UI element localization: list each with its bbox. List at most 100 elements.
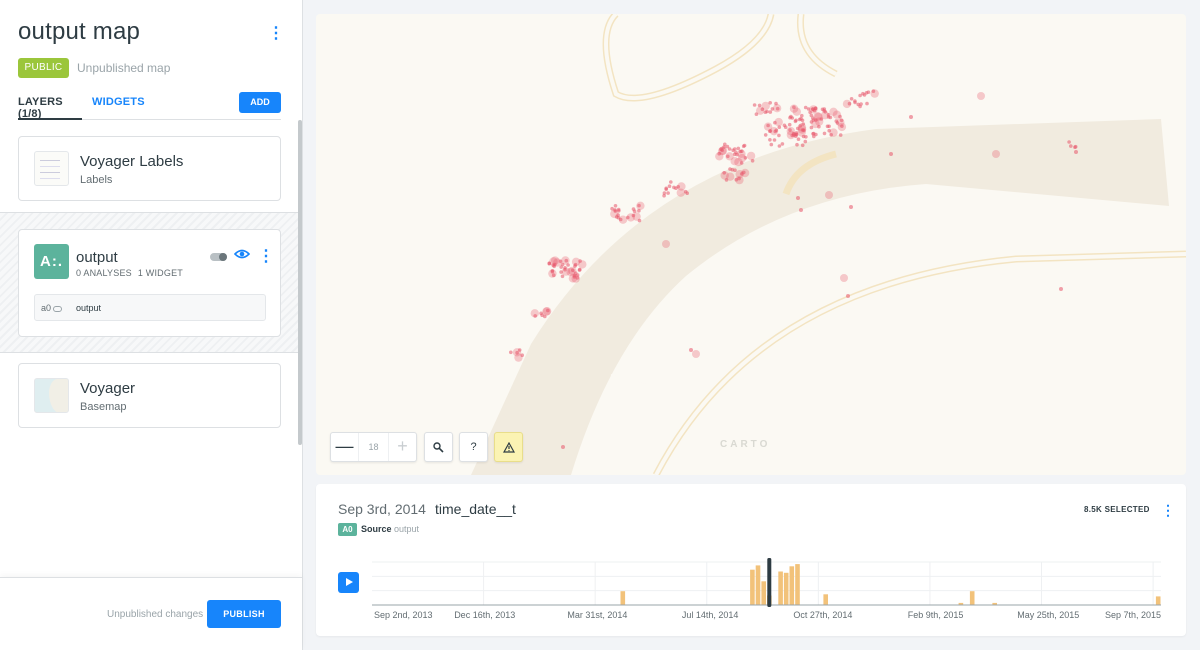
- map-point: [809, 125, 814, 130]
- map-point: [773, 120, 777, 125]
- map-point: [742, 170, 746, 175]
- x-tick-label: Oct 27th, 2014: [793, 610, 852, 620]
- map-point: [626, 215, 630, 220]
- sidebar-footer: Unpublished changes PUBLISH: [0, 577, 302, 650]
- map-canvas[interactable]: — 18 + ? CARTO: [316, 14, 1186, 475]
- map-point: [689, 348, 693, 352]
- layer-voyager-basemap[interactable]: Voyager Basemap: [18, 363, 281, 428]
- histogram-bar[interactable]: [1155, 596, 1161, 605]
- map-point: [825, 191, 833, 199]
- map-point: [572, 275, 577, 279]
- histogram-bar[interactable]: [620, 591, 626, 605]
- map-point: [763, 110, 768, 114]
- map-point: [739, 161, 744, 165]
- histogram-bar[interactable]: [789, 566, 795, 605]
- layer-toggle-icon[interactable]: [210, 253, 227, 261]
- map-point: [517, 348, 522, 352]
- histogram-bar[interactable]: [783, 572, 789, 606]
- map-point: [578, 259, 582, 263]
- map-point: [838, 133, 843, 137]
- map-point: [614, 215, 619, 219]
- visibility-badge[interactable]: PUBLIC: [18, 58, 69, 78]
- map-point: [533, 314, 537, 318]
- visibility-eye-icon[interactable]: [234, 247, 250, 261]
- map-point: [631, 207, 636, 211]
- map-point: [763, 133, 768, 137]
- layer-name[interactable]: output: [76, 249, 118, 266]
- map-point: [561, 256, 570, 265]
- histogram-bar[interactable]: [969, 591, 975, 605]
- tab-layers[interactable]: LAYERS (1/8): [18, 96, 82, 120]
- map-point: [571, 257, 581, 266]
- analysis-node-icon: [53, 305, 63, 312]
- layer-options-menu-icon[interactable]: ⋮: [258, 248, 274, 265]
- histogram-bar[interactable]: [823, 594, 828, 606]
- analysis-row[interactable]: a0 output: [34, 294, 266, 321]
- source-label: Source: [361, 524, 392, 534]
- help-button[interactable]: ?: [459, 432, 488, 462]
- time-marker-handle[interactable]: [767, 558, 772, 607]
- search-icon: [433, 441, 444, 453]
- time-histogram[interactable]: Sep 2nd, 2013 Dec 16th, 2013 Mar 31st, 201…: [372, 558, 1161, 628]
- map-point: [832, 110, 842, 119]
- x-tick-label: Jul 14th, 2014: [682, 610, 739, 620]
- map-point: [847, 101, 852, 106]
- map-point: [715, 152, 724, 161]
- zoom-in-button[interactable]: +: [388, 433, 416, 461]
- layer-output[interactable]: A:. output 0 ANALYSES 1 WIDGET ⋮ a0 outpu…: [18, 229, 281, 337]
- layer-letter-icon: A:.: [34, 244, 69, 279]
- carto-logo: CARTO: [720, 439, 771, 450]
- map-point: [662, 193, 666, 198]
- map-point: [799, 208, 803, 212]
- map-point: [667, 184, 672, 188]
- histogram-bar[interactable]: [992, 602, 997, 605]
- map-point: [637, 218, 642, 223]
- map-point: [677, 182, 686, 191]
- map-point: [728, 167, 732, 171]
- sidebar-scrollbar[interactable]: [298, 120, 302, 445]
- publish-status: Unpublished map: [77, 61, 171, 75]
- map-options-menu-icon[interactable]: ⋮: [268, 25, 284, 42]
- warning-button[interactable]: [494, 432, 523, 462]
- map-point: [637, 208, 641, 213]
- map-point: [800, 143, 805, 148]
- map-point: [575, 273, 580, 277]
- histogram-bar[interactable]: [958, 602, 964, 605]
- labels-thumbnail: [34, 151, 69, 186]
- layer-voyager-labels[interactable]: Voyager Labels Labels: [18, 136, 281, 201]
- map-point: [550, 256, 560, 265]
- histogram-bar[interactable]: [778, 571, 783, 606]
- histogram-bar[interactable]: [795, 564, 800, 605]
- zoom-out-button[interactable]: —: [331, 433, 359, 461]
- map-point: [889, 152, 893, 156]
- widget-options-menu-icon[interactable]: ⋮: [1161, 502, 1175, 518]
- sidebar: output map ⋮ PUBLIC Unpublished map LAYE…: [0, 0, 303, 650]
- tab-widgets[interactable]: WIDGETS: [92, 96, 145, 108]
- active-layer-area: A:. output 0 ANALYSES 1 WIDGET ⋮ a0 outpu…: [0, 212, 302, 353]
- add-layer-button[interactable]: ADD: [239, 92, 281, 113]
- map-point: [780, 142, 785, 146]
- map-point: [977, 92, 985, 100]
- map-point: [637, 203, 641, 208]
- map-point: [800, 113, 804, 118]
- map-point: [733, 147, 737, 151]
- layer-type: Basemap: [80, 401, 127, 413]
- map-point: [734, 157, 743, 167]
- publish-button[interactable]: PUBLISH: [207, 600, 281, 628]
- widget-current-date: Sep 3rd, 2014: [338, 501, 426, 517]
- analyses-count: 0 ANALYSES: [76, 268, 132, 278]
- x-tick-label: May 25th, 2015: [1017, 610, 1079, 620]
- map-point: [735, 170, 744, 179]
- map-point: [829, 107, 838, 117]
- histogram-bar[interactable]: [761, 581, 766, 605]
- basemap-roads: [471, 14, 1186, 475]
- search-button[interactable]: [424, 432, 453, 462]
- map-title[interactable]: output map: [18, 18, 141, 45]
- play-button[interactable]: [338, 572, 359, 593]
- map-point: [811, 132, 815, 136]
- map-point: [733, 168, 737, 172]
- histogram-bar[interactable]: [755, 565, 761, 605]
- histogram-bar[interactable]: [750, 569, 755, 605]
- map-point: [692, 350, 700, 358]
- map-point: [849, 205, 853, 209]
